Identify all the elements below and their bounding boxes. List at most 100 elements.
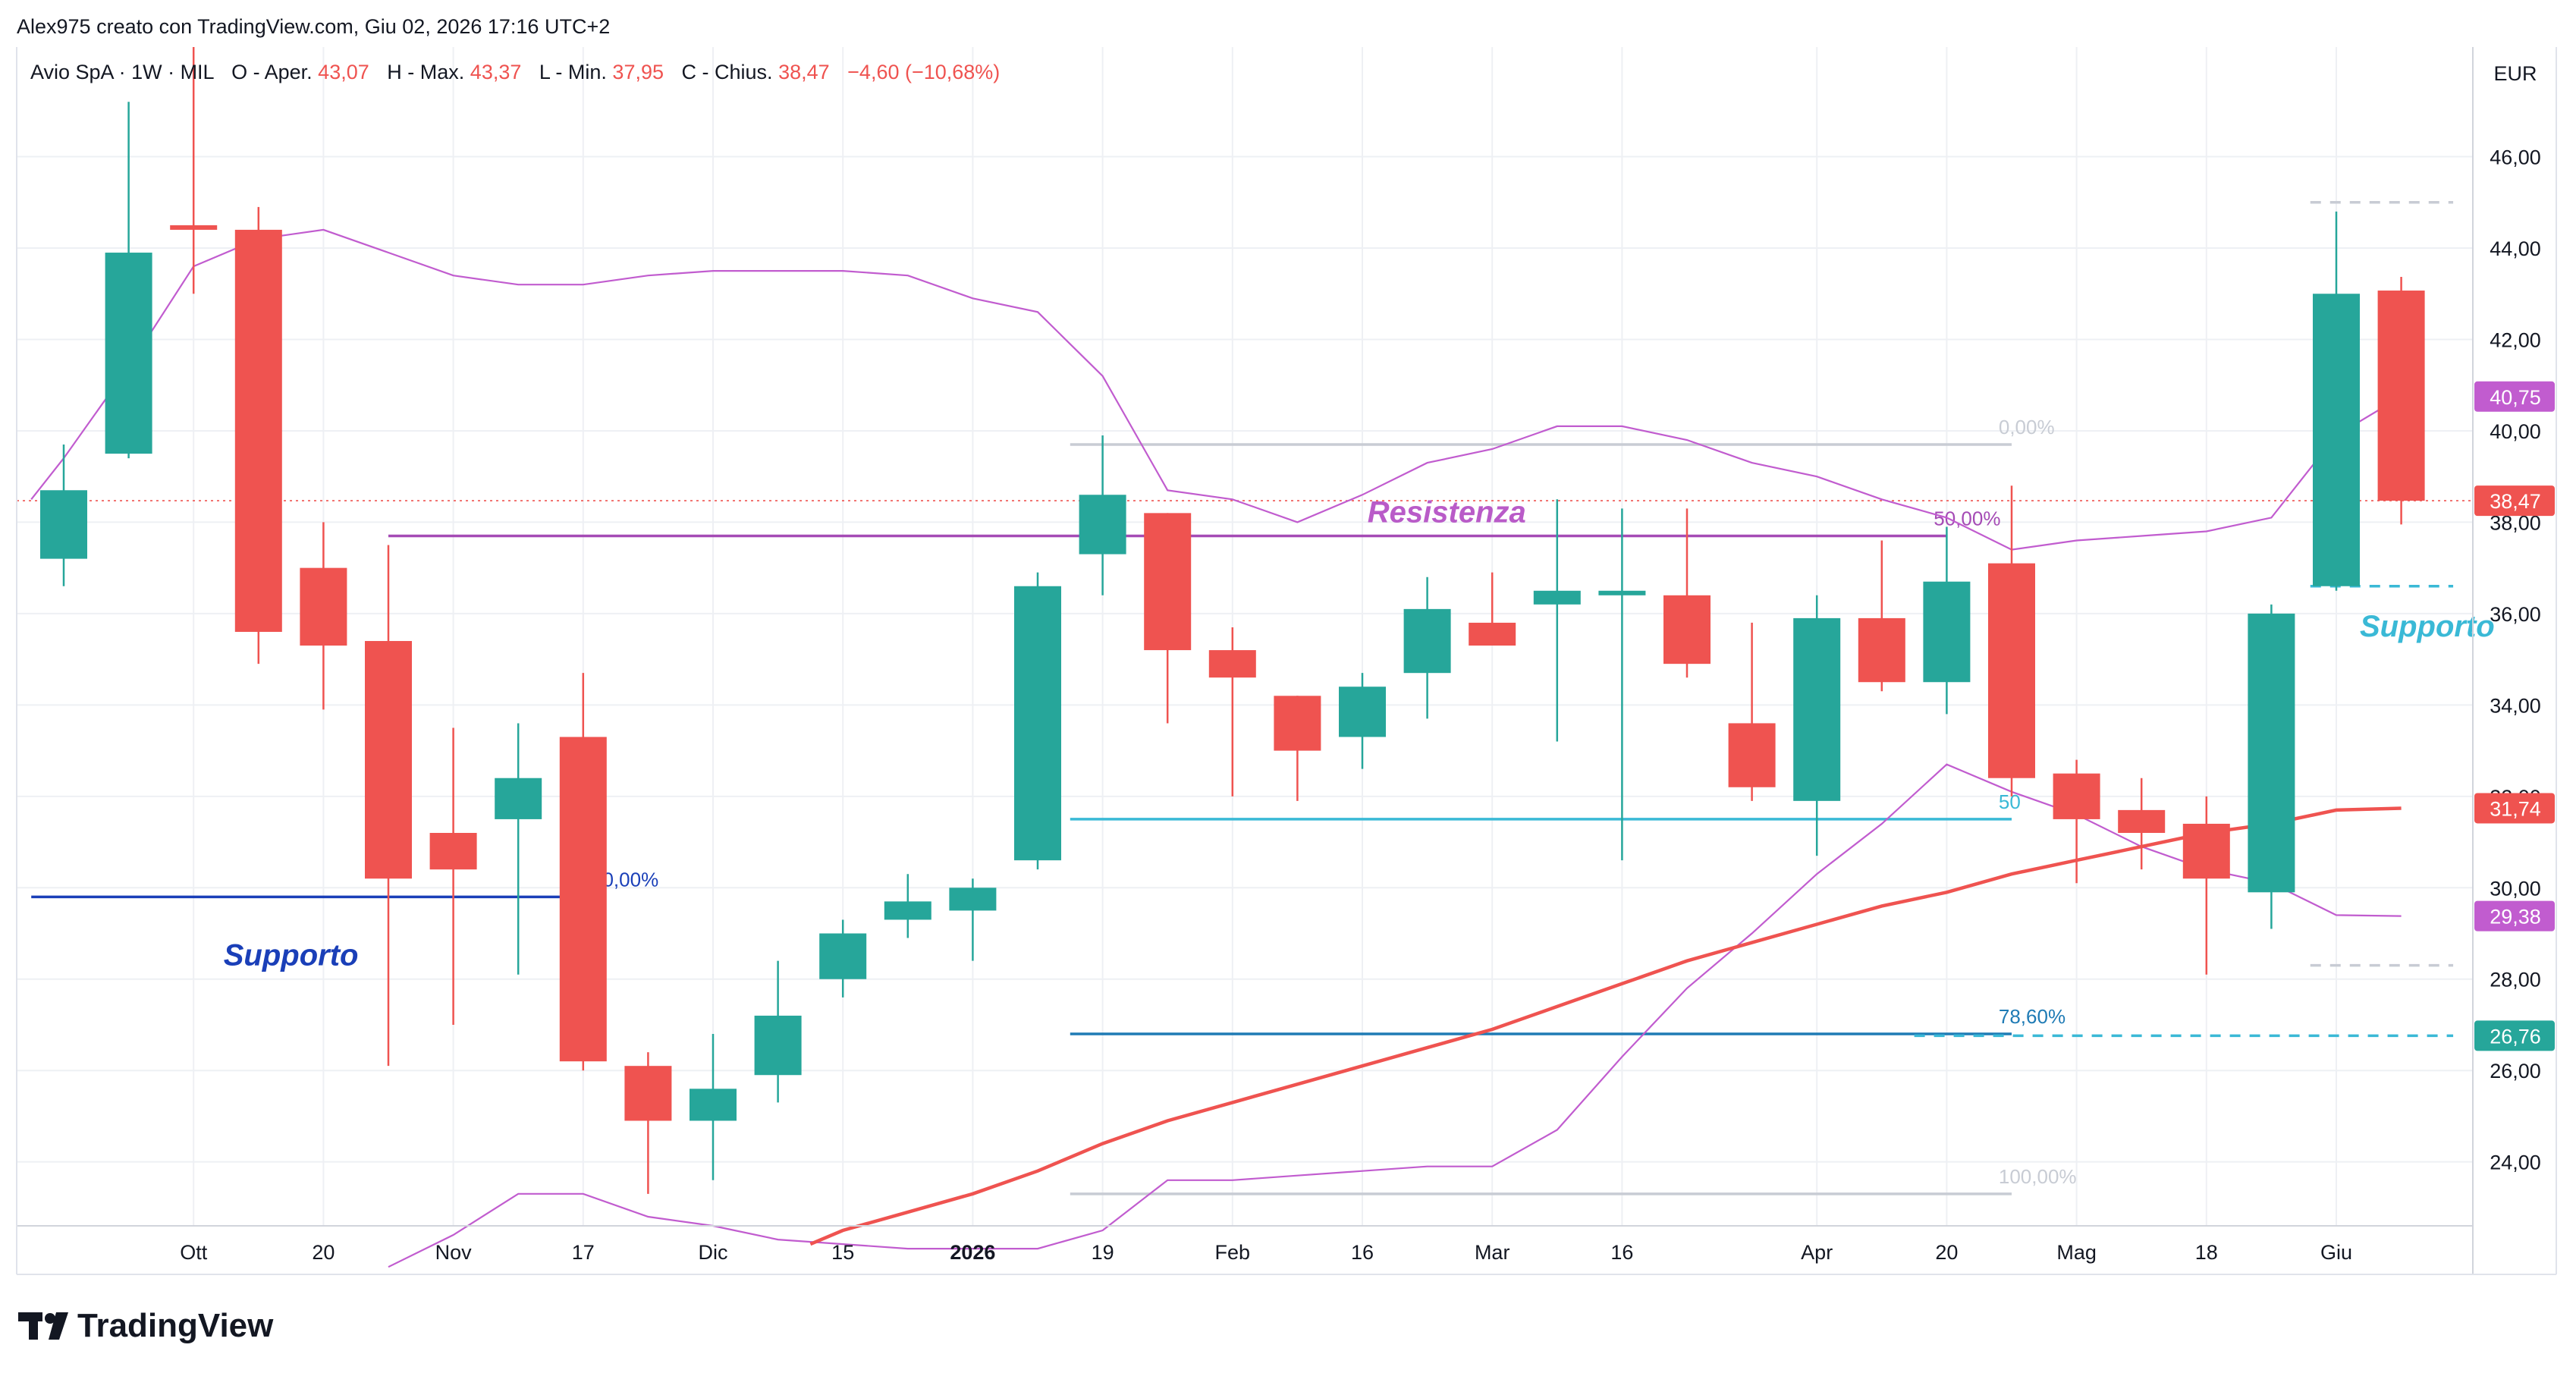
annotations: Supporto Resistenza Supporto bbox=[224, 495, 2495, 972]
candle-body bbox=[2248, 613, 2295, 893]
candle-body bbox=[1728, 723, 1776, 787]
price-label-last-bg bbox=[2474, 485, 2555, 517]
candle-body bbox=[1598, 590, 1646, 595]
price-label-bollinger-upper-bg bbox=[2474, 381, 2555, 412]
candles bbox=[40, 47, 2425, 1194]
x-tick-label: 17 bbox=[572, 1241, 595, 1264]
candle bbox=[170, 47, 218, 294]
x-tick-label: 2026 bbox=[950, 1241, 995, 1264]
y-tick-label: 36,00 bbox=[2490, 603, 2541, 626]
candle bbox=[2313, 211, 2360, 591]
candle bbox=[1728, 622, 1776, 801]
price-label-bollinger-upper: 40,75 bbox=[2474, 381, 2555, 412]
candle-body bbox=[170, 225, 218, 230]
price-label-ma-bg bbox=[2474, 793, 2555, 824]
candle-body bbox=[690, 1089, 737, 1121]
change-value: −4,60 (−10,68%) bbox=[847, 61, 1000, 83]
y-tick-label: 30,00 bbox=[2490, 877, 2541, 900]
tradingview-logo-icon bbox=[18, 1312, 68, 1340]
ohlc-legend: Avio SpA · 1W · MIL O - Aper. 43,07 H - … bbox=[30, 61, 1000, 83]
candle bbox=[2118, 778, 2166, 870]
candle bbox=[1403, 577, 1451, 719]
support-line-blue-label: 0,00% bbox=[602, 868, 658, 891]
candle bbox=[300, 522, 347, 710]
candle-body bbox=[559, 737, 607, 1062]
annotation-resistenza: Resistenza bbox=[1368, 495, 1526, 529]
candle-body bbox=[1208, 650, 1256, 678]
price-label-ma-text: 31,74 bbox=[2490, 797, 2541, 820]
candle-body bbox=[365, 641, 412, 879]
candle-body bbox=[1533, 590, 1581, 605]
price-label-bollinger-lower-text: 29,38 bbox=[2490, 906, 2541, 928]
candle bbox=[40, 445, 87, 586]
price-label-fib-text: 26,76 bbox=[2490, 1025, 2541, 1048]
candle bbox=[234, 206, 282, 665]
candle bbox=[624, 1052, 672, 1194]
candle bbox=[1274, 696, 1321, 801]
y-axis-ticks: 24,0026,0028,0030,0032,0034,0036,0038,00… bbox=[2490, 146, 2541, 1174]
high-value: 43,37 bbox=[470, 61, 522, 83]
candle bbox=[429, 727, 477, 1025]
candle bbox=[1339, 673, 1386, 769]
x-tick-label: Mar bbox=[1475, 1241, 1510, 1264]
candle bbox=[1923, 526, 1971, 715]
price-labels: 40,75 38,47 31,74 29,38 26,76 bbox=[2474, 381, 2555, 1051]
y-tick-label: 40,00 bbox=[2490, 420, 2541, 443]
candle-body bbox=[1144, 513, 1192, 651]
x-tick-label: 16 bbox=[1351, 1241, 1374, 1264]
x-tick-label: Dic bbox=[699, 1241, 728, 1264]
y-tick-label: 34,00 bbox=[2490, 694, 2541, 717]
y-tick-label: 26,00 bbox=[2490, 1060, 2541, 1082]
candle-body bbox=[495, 778, 542, 819]
candle-body bbox=[754, 1015, 802, 1076]
candle-body bbox=[1014, 586, 1061, 861]
annotation-supporto-left: Supporto bbox=[224, 939, 359, 972]
candle bbox=[1144, 513, 1192, 724]
currency-label: EUR bbox=[2493, 62, 2537, 85]
y-tick-label: 28,00 bbox=[2490, 969, 2541, 991]
candle-body bbox=[2377, 291, 2425, 501]
candle bbox=[365, 545, 412, 1067]
candle-body bbox=[1403, 608, 1451, 674]
y-tick-label: 44,00 bbox=[2490, 237, 2541, 260]
x-tick-label: Ott bbox=[180, 1241, 208, 1264]
candle-body bbox=[2118, 809, 2166, 833]
price-label-last-text: 38,47 bbox=[2490, 490, 2541, 513]
moving-average-line bbox=[809, 806, 2402, 1246]
candle-body bbox=[884, 901, 931, 920]
x-tick-label: 15 bbox=[831, 1241, 854, 1264]
price-label-fib-bg bbox=[2474, 1020, 2555, 1051]
candle bbox=[754, 960, 802, 1103]
open-value: 43,07 bbox=[318, 61, 369, 83]
candle-body bbox=[949, 888, 997, 911]
tradingview-logo: TradingView bbox=[18, 1307, 274, 1344]
high-label: H - Max. bbox=[387, 61, 464, 83]
candle-body bbox=[1923, 581, 1971, 683]
candle bbox=[105, 102, 152, 459]
price-label-bollinger-upper-text: 40,75 bbox=[2490, 386, 2541, 409]
candle-body bbox=[1663, 595, 1711, 665]
candle-body bbox=[624, 1066, 672, 1121]
bollinger-lower-line bbox=[388, 763, 2402, 1268]
candle bbox=[2377, 276, 2425, 525]
y-tick-label: 24,00 bbox=[2490, 1151, 2541, 1174]
candle bbox=[949, 878, 997, 961]
symbol-name: Avio SpA · 1W · MIL bbox=[30, 61, 215, 83]
price-label-bollinger-lower: 29,38 bbox=[2474, 900, 2555, 932]
x-tick-label: 19 bbox=[1092, 1241, 1114, 1264]
candle bbox=[690, 1034, 737, 1180]
x-axis-ticks: Ott 20 Nov 17 Dic 15 2026 19 Feb 16 Mar 16 Apr 20 Mag 1… bbox=[180, 1241, 2352, 1264]
candle-body bbox=[300, 567, 347, 646]
grid-lines bbox=[17, 47, 2473, 1226]
candle bbox=[1079, 435, 1126, 595]
x-tick-label: Nov bbox=[435, 1241, 473, 1264]
x-tick-label: Mag bbox=[2056, 1241, 2097, 1264]
candle-body bbox=[1274, 696, 1321, 751]
close-value: 38,47 bbox=[778, 61, 830, 83]
fib-100-label: 100,00% bbox=[1999, 1165, 2077, 1188]
price-label-fib: 26,76 bbox=[2474, 1020, 2555, 1051]
open-label: O - Aper. bbox=[231, 61, 313, 83]
candle bbox=[2248, 604, 2295, 929]
candle bbox=[1014, 572, 1061, 870]
